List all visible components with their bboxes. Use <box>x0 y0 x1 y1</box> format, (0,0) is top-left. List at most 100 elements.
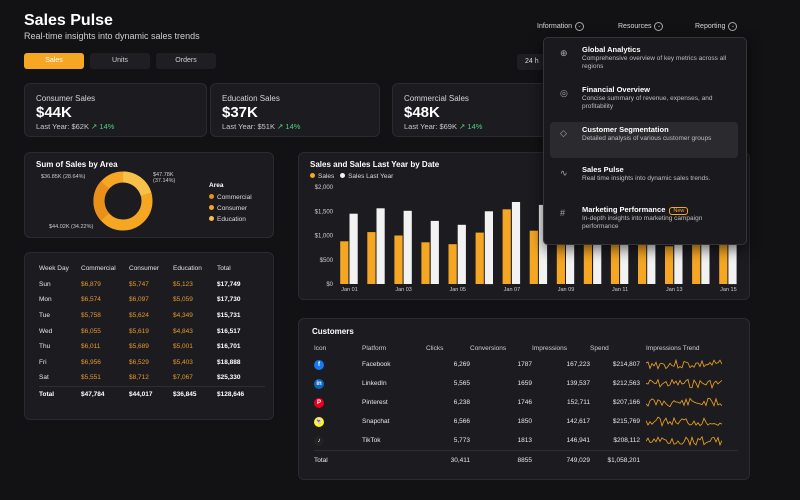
nav-information[interactable]: Information ⌄ <box>537 22 585 31</box>
bar-sales-last-year[interactable] <box>403 210 412 284</box>
cell-value: $5,403 <box>173 358 193 366</box>
kpi-last-year-text: Last Year: $69K <box>404 122 457 131</box>
bar-sales[interactable] <box>367 232 376 284</box>
cell-total: 8855 <box>470 450 532 470</box>
bar-sales[interactable] <box>665 246 674 284</box>
bar-sales[interactable] <box>475 232 484 284</box>
dropdown-item-title: Marketing Performance New <box>582 205 689 215</box>
cell-value: $6,574 <box>81 296 101 304</box>
cell-value: $4,349 <box>173 312 193 320</box>
cell-value: $8,712 <box>129 374 149 382</box>
cell-total: $17,730 <box>217 296 241 304</box>
sparkline-chart <box>645 378 723 389</box>
bar-sales-last-year[interactable] <box>593 208 602 284</box>
cell-total: $44,017 <box>129 385 173 403</box>
sparkline-chart <box>645 435 723 446</box>
dropdown-item-marketing-performance[interactable]: # Marketing Performance New In-depth insigh… <box>550 202 738 238</box>
bar-sales[interactable] <box>448 244 457 284</box>
cell-value: $6,879 <box>81 280 101 288</box>
area-donut-chart <box>93 171 153 231</box>
cell-value: $6,011 <box>81 343 101 351</box>
area-card: Sum of Sales by Area $36.85K (28.64%) $4… <box>24 152 274 238</box>
dropdown-item-sales-pulse[interactable]: ∿ Sales Pulse Real time insights into dyna… <box>550 162 738 198</box>
chevron-down-icon: ⌄ <box>575 22 585 31</box>
x-tick-label: Jan 13 <box>666 287 683 293</box>
cell-value: $6,055 <box>81 327 101 335</box>
dropdown-item-global-analytics[interactable]: ⊕ Global Analytics Comprehensive overview … <box>550 42 738 78</box>
cell-platform: TikTok <box>362 437 381 444</box>
bar-sales-last-year[interactable] <box>701 210 710 284</box>
legend-dot-sales <box>310 173 315 178</box>
cell-clicks: 6,238 <box>453 399 470 406</box>
cell-icon: in <box>314 374 362 393</box>
cell-weekday: Sun <box>39 280 51 288</box>
tab-orders[interactable]: Orders <box>156 53 216 69</box>
table-row: Sun $6,879 $5,747 $5,123 $17,749 <box>39 277 265 293</box>
bar-sales[interactable] <box>421 242 430 284</box>
bar-sales-last-year[interactable] <box>484 211 493 285</box>
bar-sales[interactable] <box>556 241 565 284</box>
y-tick-label: $0 <box>326 282 333 288</box>
bar-sales[interactable] <box>638 234 647 285</box>
bar-sales-last-year[interactable] <box>376 208 385 284</box>
kpi-value: $44K <box>36 104 72 121</box>
cell-clicks: 5,773 <box>453 437 470 444</box>
legend-commercial: Commercial <box>209 192 252 203</box>
table-row: Sat $5,551 $8,712 $7,067 $25,330 <box>39 370 265 386</box>
bar-sales-last-year[interactable] <box>511 202 521 284</box>
cell-total: $16,701 <box>217 343 241 351</box>
nav-resources[interactable]: Resources ⌄ <box>618 22 664 31</box>
dropdown-item-title-text: Sales Pulse <box>582 165 624 174</box>
bar-sales-last-year[interactable] <box>674 213 683 284</box>
col-commercial: Commercial <box>81 265 116 273</box>
col-spend: Spend <box>590 344 609 352</box>
table-row: Fri $6,956 $6,529 $5,403 $18,888 <box>39 355 265 371</box>
sparkline-chart <box>645 358 723 370</box>
bar-sales[interactable] <box>502 209 511 284</box>
bar-sales-last-year[interactable] <box>647 211 656 284</box>
col-conversions: Conversions <box>470 344 507 352</box>
linkedin-icon: in <box>314 378 324 389</box>
cell-spend: $207,166 <box>612 399 640 406</box>
dropdown-item-title-text: Marketing Performance <box>582 205 666 214</box>
tab-units[interactable]: Units <box>90 53 150 69</box>
bar-sales-last-year[interactable] <box>430 220 439 284</box>
reporting-dropdown: ⊕ Global Analytics Comprehensive overview … <box>543 37 747 245</box>
dropdown-item-title: Global Analytics <box>582 45 641 54</box>
cell-total: Total <box>39 385 81 403</box>
y-tick-label: $1,000 <box>315 234 334 240</box>
bar-sales-last-year[interactable] <box>538 204 548 284</box>
bar-sales-last-year[interactable] <box>728 211 737 285</box>
target-icon: ◎ <box>560 88 568 98</box>
dropdown-item-financial-overview[interactable]: ◎ Financial Overview Concise summary of re… <box>550 82 738 118</box>
bar-sales-last-year[interactable] <box>566 214 575 284</box>
cell-value: $5,689 <box>129 343 149 351</box>
kpi-value: $48K <box>404 104 440 121</box>
cell-platform: Pinterest <box>362 399 388 406</box>
bar-sales[interactable] <box>340 241 349 284</box>
col-icon: Icon <box>314 344 327 352</box>
cell-spend: $212,563 <box>612 380 640 387</box>
bar-sales[interactable] <box>692 235 701 285</box>
dropdown-item-customer-segmentation[interactable]: ◇ Customer Segmentation Detailed analysis … <box>550 122 738 158</box>
tab-sales[interactable]: Sales <box>24 53 84 69</box>
bar-sales[interactable] <box>719 240 728 284</box>
bar-sales[interactable] <box>529 230 538 284</box>
legend-label-sales: Sales <box>318 173 335 180</box>
bar-sales-last-year[interactable] <box>349 213 358 284</box>
cell-icon: 👻 <box>314 412 362 431</box>
donut-label-commercial: $44.02K (34.22%) <box>49 224 94 230</box>
bar-sales[interactable] <box>394 235 403 285</box>
diamond-icon: ◇ <box>560 128 567 138</box>
bar-sales-last-year[interactable] <box>620 213 629 284</box>
table-total-row: Total 30,411 8855 749,029 $1,058,201 <box>314 450 738 470</box>
bar-sales-last-year[interactable] <box>457 224 466 284</box>
cell-value: $7,067 <box>173 374 193 382</box>
weekday-table: Week Day Commercial Consumer Education T… <box>39 261 265 403</box>
bar-sales[interactable] <box>610 240 620 284</box>
kpi-card-education: Education Sales $37K Last Year: $51K ↗ 1… <box>210 83 380 137</box>
nav-reporting[interactable]: Reporting ⌄ <box>695 22 738 31</box>
sparkline <box>645 378 723 389</box>
bar-sales[interactable] <box>583 232 592 284</box>
page-subtitle: Real-time insights into dynamic sales tr… <box>24 31 200 41</box>
